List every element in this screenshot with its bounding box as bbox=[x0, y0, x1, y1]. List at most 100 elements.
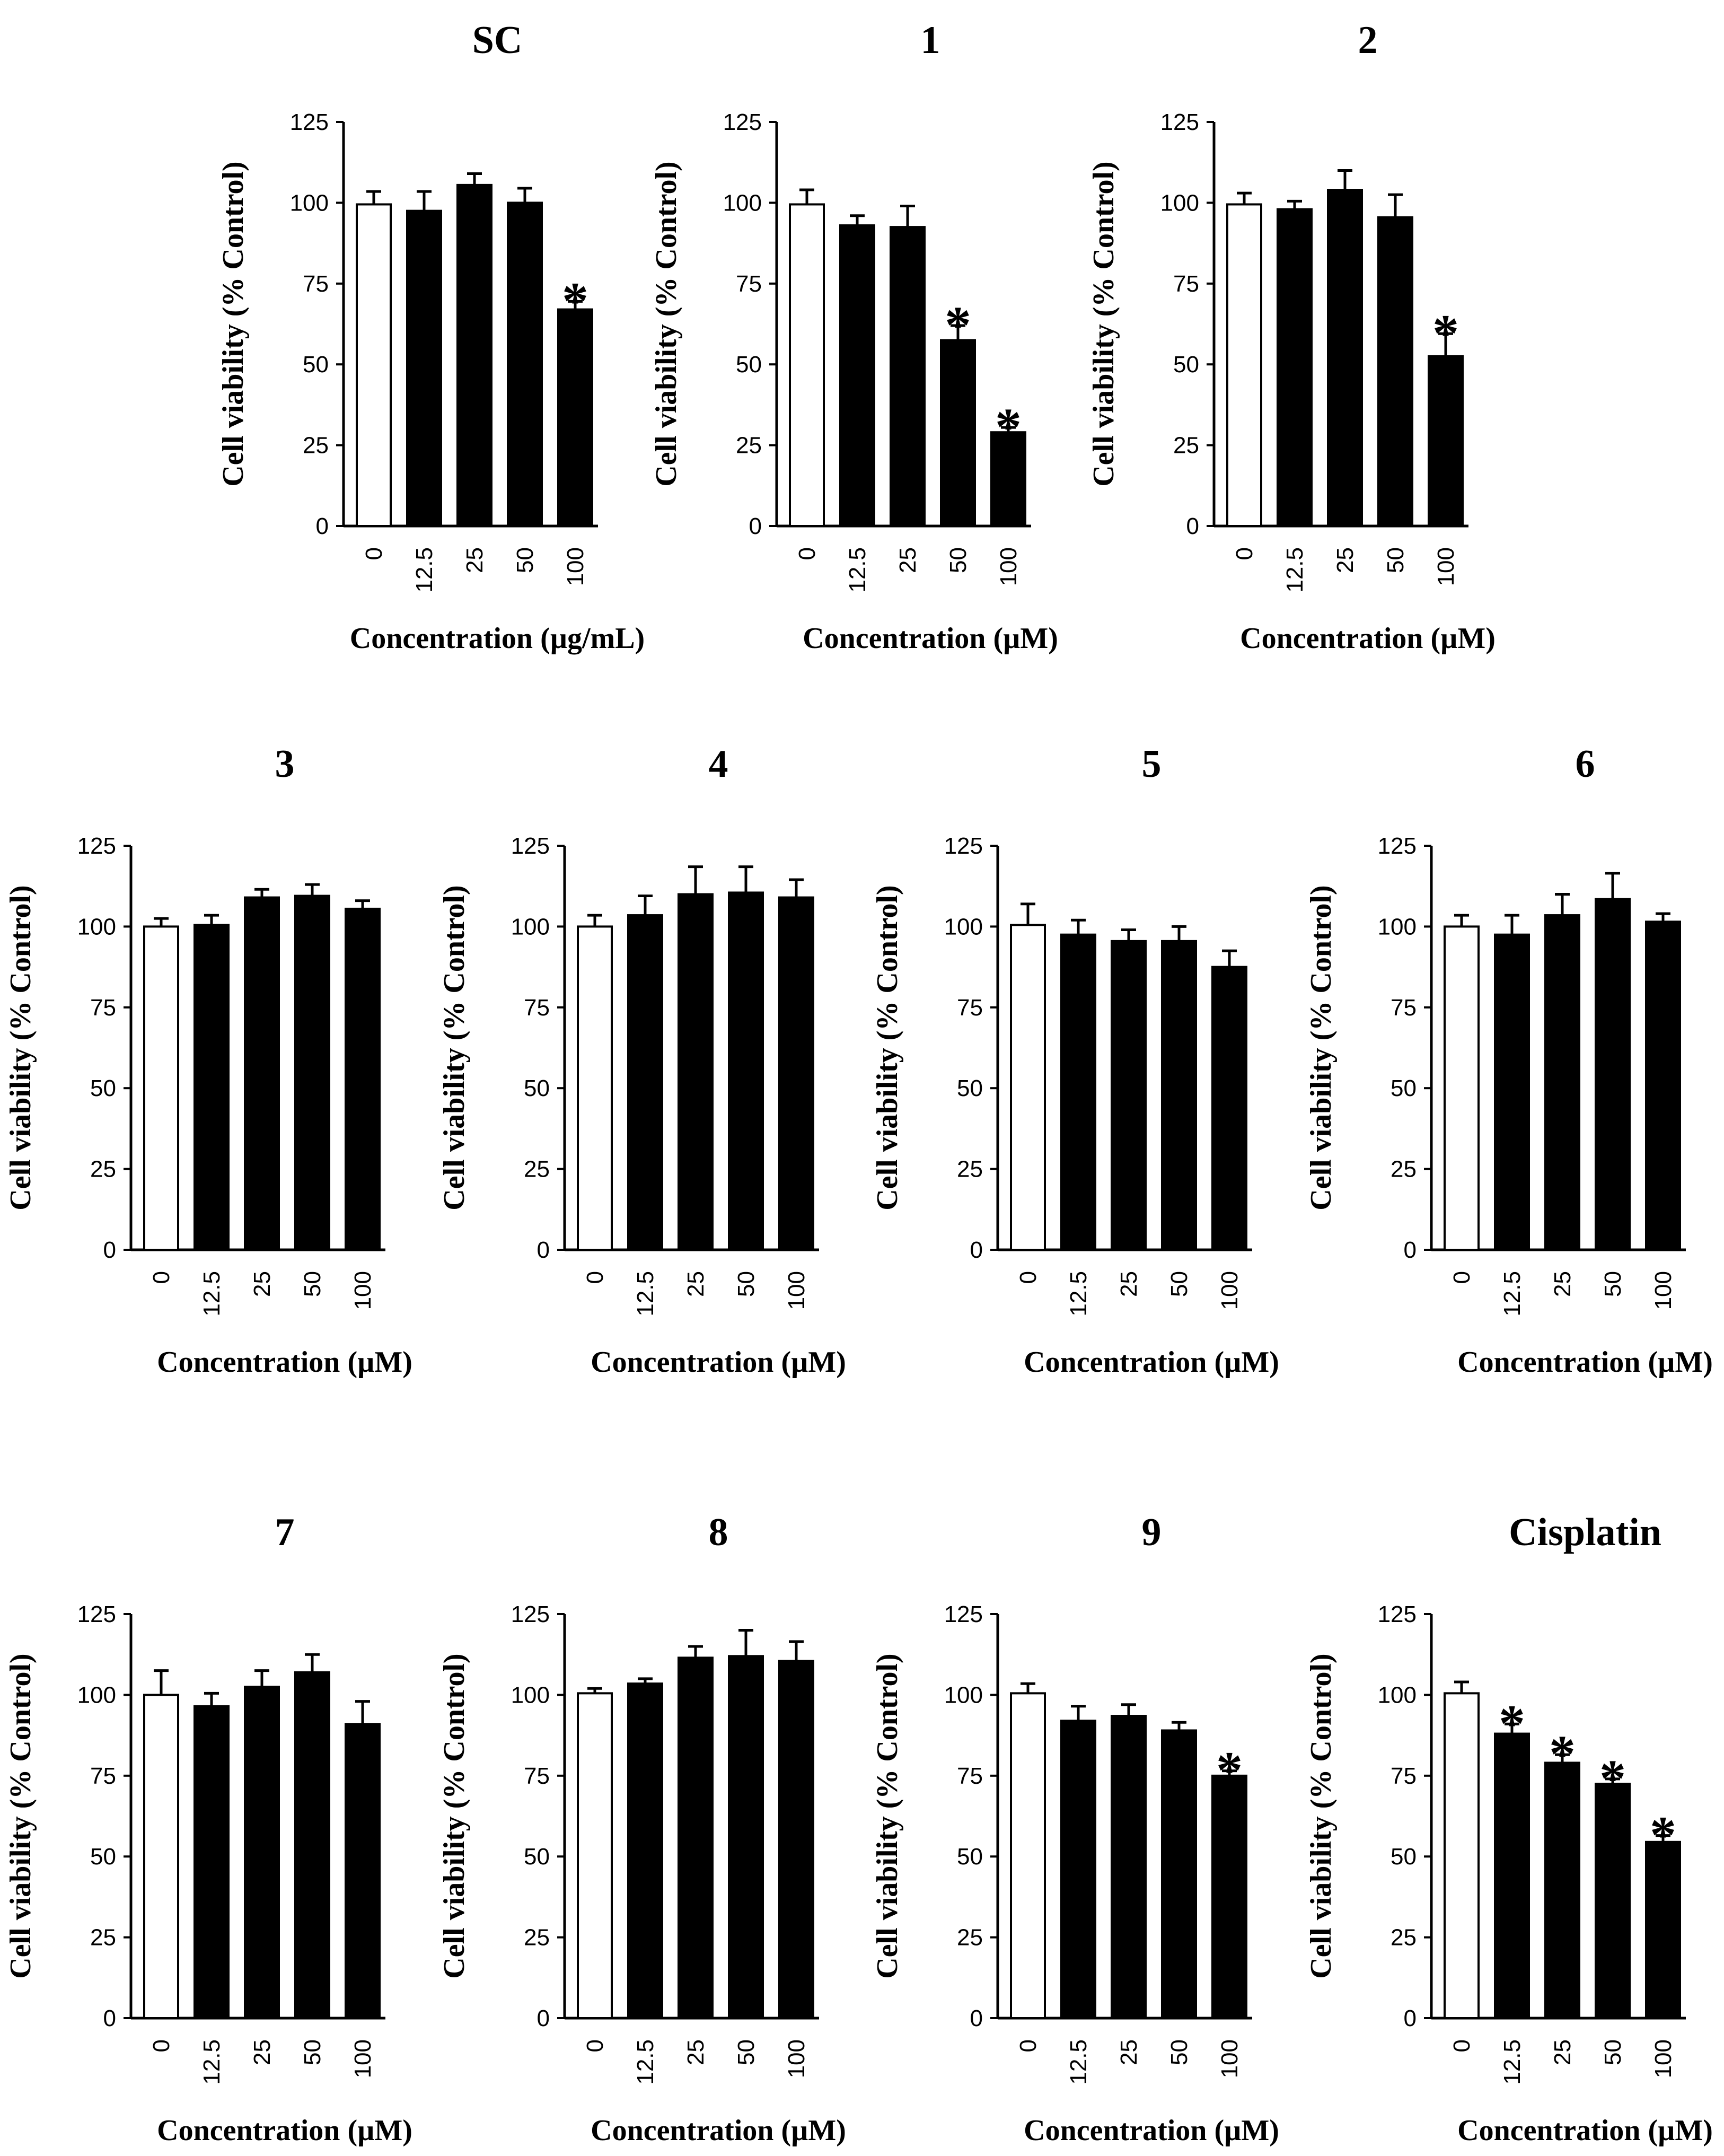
y-tick-label: 100 bbox=[1378, 914, 1417, 940]
panel-title: 8 bbox=[709, 1511, 728, 1554]
y-tick-label: 100 bbox=[723, 190, 762, 216]
y-tick-label: 25 bbox=[524, 1925, 550, 1951]
bar bbox=[356, 203, 392, 527]
y-tick-label: 75 bbox=[524, 1763, 550, 1789]
x-tick-label: 50 bbox=[1600, 1271, 1626, 1297]
y-tick-label: 75 bbox=[90, 995, 116, 1021]
x-tick-label: 0 bbox=[361, 547, 387, 560]
bar bbox=[577, 925, 613, 1251]
y-tick-label: 125 bbox=[511, 1601, 550, 1627]
panel-title: 4 bbox=[709, 742, 728, 786]
x-tick-label: 25 bbox=[895, 547, 921, 573]
bar bbox=[345, 1723, 381, 2019]
y-tick-label: 100 bbox=[511, 914, 550, 940]
x-tick-label: 100 bbox=[996, 547, 1022, 586]
x-axis-label: Concentration (µM) bbox=[591, 1346, 846, 1379]
bar bbox=[1226, 203, 1262, 527]
chart-panel-4: 3 Cell viability (% Control) 0 25 50 75 100 125… bbox=[4, 742, 412, 1379]
y-tick-label: 25 bbox=[1391, 1156, 1417, 1182]
panel-title: 9 bbox=[1142, 1511, 1162, 1554]
y-axis-label: Cell viability (% Control) bbox=[4, 885, 37, 1210]
y-tick-label: 125 bbox=[1160, 109, 1199, 135]
panel-title: 1 bbox=[921, 19, 940, 62]
x-axis-label: Concentration (µg/mL) bbox=[350, 622, 645, 655]
bar bbox=[294, 895, 330, 1251]
bar bbox=[143, 1694, 179, 2019]
x-axis-label: Concentration (µM) bbox=[1457, 2114, 1713, 2147]
bar bbox=[193, 1705, 230, 2020]
x-tick-label: 25 bbox=[1116, 1271, 1142, 1297]
x-tick-label: 25 bbox=[249, 2039, 275, 2065]
y-axis-label: Cell viability (% Control) bbox=[871, 1653, 904, 1978]
x-tick-label: 12.5 bbox=[411, 547, 437, 593]
y-tick-label: 50 bbox=[524, 1844, 550, 1870]
x-tick-label: 25 bbox=[683, 1271, 709, 1297]
y-tick-label: 125 bbox=[77, 833, 116, 859]
y-tick-label: 75 bbox=[1391, 1763, 1417, 1789]
bar bbox=[406, 209, 442, 527]
panel-title: 3 bbox=[275, 742, 295, 786]
x-tick-label: 50 bbox=[733, 2039, 759, 2065]
y-tick-label: 125 bbox=[290, 109, 329, 135]
bar bbox=[890, 226, 926, 527]
bar bbox=[1645, 921, 1681, 1251]
bar bbox=[577, 1692, 613, 2020]
y-tick-label: 0 bbox=[1186, 513, 1199, 539]
y-tick-label: 0 bbox=[970, 1237, 983, 1263]
x-tick-label: 100 bbox=[1217, 2039, 1243, 2078]
x-tick-label: 100 bbox=[784, 2039, 810, 2078]
chart-panel-5: 4 Cell viability (% Control) 0 25 50 75 100 125… bbox=[438, 742, 846, 1379]
x-tick-label: 25 bbox=[683, 2039, 709, 2065]
y-tick-label: 100 bbox=[77, 914, 116, 940]
y-tick-label: 100 bbox=[944, 914, 983, 940]
y-tick-label: 125 bbox=[1378, 833, 1417, 859]
y-tick-label: 25 bbox=[957, 1925, 983, 1951]
bar bbox=[789, 203, 825, 527]
y-tick-label: 50 bbox=[1391, 1075, 1417, 1101]
x-tick-label: 25 bbox=[1550, 2039, 1576, 2065]
y-tick-label: 25 bbox=[1391, 1925, 1417, 1951]
y-tick-label: 50 bbox=[90, 1075, 116, 1101]
x-tick-label: 25 bbox=[1332, 547, 1358, 573]
y-tick-label: 0 bbox=[749, 513, 762, 539]
x-tick-label: 12.5 bbox=[1066, 1271, 1092, 1317]
y-tick-label: 100 bbox=[1160, 190, 1199, 216]
y-tick-label: 75 bbox=[303, 271, 329, 297]
y-axis-label: Cell viability (% Control) bbox=[438, 885, 471, 1210]
x-tick-label: 0 bbox=[794, 547, 820, 560]
y-tick-label: 75 bbox=[1391, 995, 1417, 1021]
significance-marker: * bbox=[1432, 303, 1459, 362]
y-tick-label: 50 bbox=[736, 352, 762, 378]
y-tick-label: 0 bbox=[537, 2005, 550, 2031]
x-tick-label: 100 bbox=[350, 2039, 376, 2078]
significance-marker: * bbox=[995, 397, 1022, 456]
y-tick-label: 75 bbox=[957, 995, 983, 1021]
x-tick-label: 12.5 bbox=[845, 547, 870, 593]
x-tick-label: 50 bbox=[1166, 1271, 1192, 1297]
x-tick-label: 100 bbox=[1217, 1271, 1243, 1310]
y-tick-label: 25 bbox=[90, 1925, 116, 1951]
y-tick-label: 125 bbox=[723, 109, 762, 135]
bar bbox=[1010, 924, 1046, 1251]
x-tick-label: 0 bbox=[1232, 547, 1257, 560]
y-tick-label: 50 bbox=[90, 1844, 116, 1870]
y-tick-label: 125 bbox=[944, 833, 983, 859]
bar bbox=[244, 896, 280, 1251]
y-tick-label: 25 bbox=[524, 1156, 550, 1182]
y-tick-label: 50 bbox=[1391, 1844, 1417, 1870]
chart-panel-8: 7 Cell viability (% Control) 0 25 50 75 100 125… bbox=[4, 1511, 412, 2147]
y-tick-label: 0 bbox=[103, 2005, 116, 2031]
y-axis-label: Cell viability (% Control) bbox=[4, 1653, 37, 1978]
bar bbox=[627, 1682, 663, 2019]
bar bbox=[1327, 189, 1363, 527]
y-tick-label: 25 bbox=[90, 1156, 116, 1182]
panel-title: 6 bbox=[1576, 742, 1595, 786]
bar bbox=[557, 308, 593, 527]
bar bbox=[839, 224, 875, 527]
y-tick-label: 50 bbox=[1173, 352, 1199, 378]
y-tick-label: 100 bbox=[77, 1682, 116, 1708]
x-tick-label: 12.5 bbox=[1066, 2039, 1092, 2085]
x-tick-label: 50 bbox=[300, 2039, 326, 2065]
y-tick-label: 100 bbox=[944, 1682, 983, 1708]
